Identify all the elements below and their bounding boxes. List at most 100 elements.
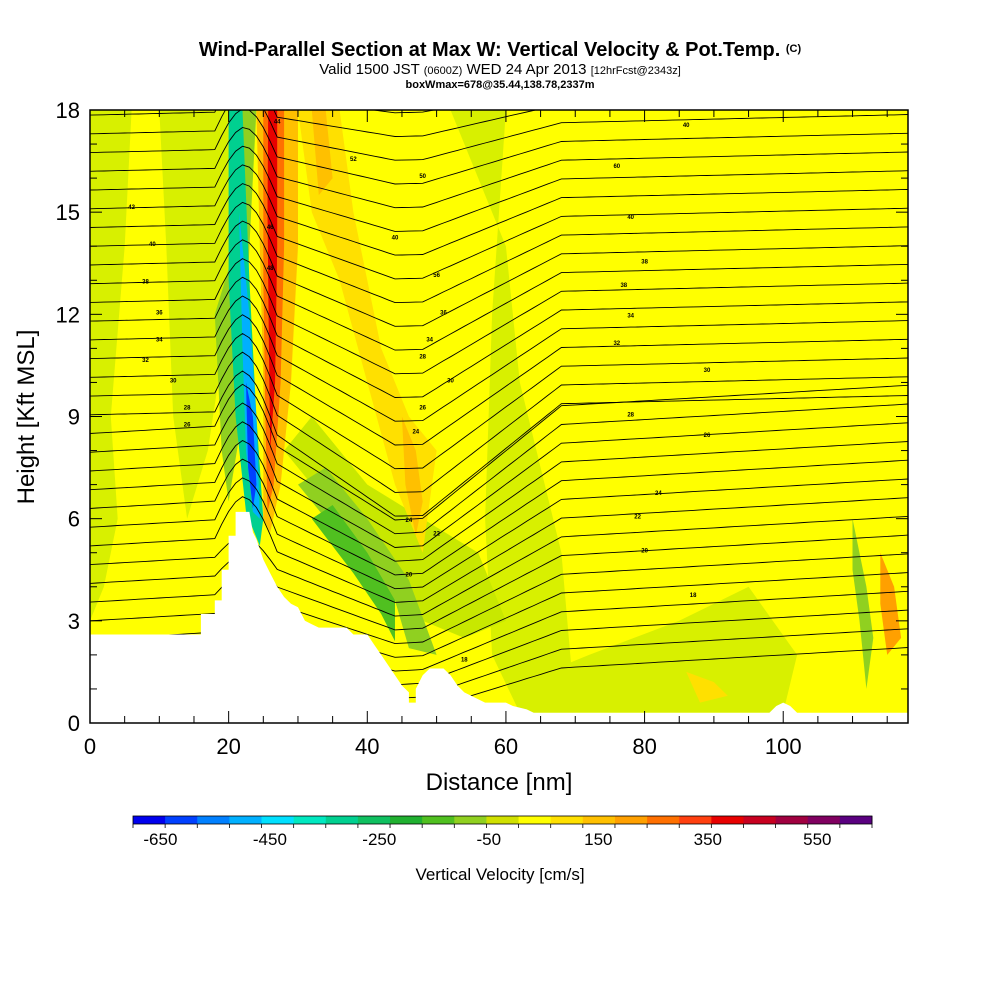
y-axis-label: Height [Kft MSL]: [13, 330, 40, 505]
theta-contour-line: [90, 295, 908, 422]
theta-contour-label: 24: [412, 430, 419, 436]
colorbar-label: Vertical Velocity [cm/s]: [415, 865, 584, 884]
colorbar-tick-label: 350: [694, 830, 722, 849]
theta-contour-label: 40: [392, 235, 399, 241]
subtitle-date: WED 24 Apr 2013: [466, 61, 586, 78]
theta-contour-label: 42: [128, 205, 135, 211]
field-east-up2: [686, 671, 728, 703]
theta-contour-label: 40: [149, 242, 156, 248]
theta-contour-line: [90, 534, 908, 631]
theta-contour-line: [90, 276, 908, 398]
theta-contour-line: [90, 239, 908, 351]
theta-contour-label: 46: [267, 225, 274, 231]
colorbar-tick-label: 150: [584, 830, 612, 849]
theta-contour-line: [90, 458, 908, 576]
colorbar-tick-label: -250: [362, 830, 396, 849]
chart-subtitle2: boxWmax=678@35.44,138.78,2337m: [406, 79, 595, 91]
theta-contour-label: 22: [634, 515, 641, 521]
field-lightgreen-far: [533, 586, 798, 713]
y-tick-label: 3: [68, 609, 80, 634]
velocity-field: [90, 110, 902, 713]
chart-title: Wind-Parallel Section at Max W: Vertical…: [199, 39, 802, 61]
field-east-down: [852, 518, 874, 689]
colorbar: [132, 815, 873, 828]
theta-contour-line: [90, 164, 908, 256]
colorbar-tick-label: -650: [143, 830, 177, 849]
colorbar-swatch: [486, 816, 520, 824]
colorbar-swatch: [390, 816, 423, 824]
colorbar-swatch: [133, 816, 166, 824]
theta-contour-label: 24: [406, 518, 413, 524]
theta-contour-line: [90, 402, 908, 535]
axis-ticks: [89, 109, 908, 724]
theta-contour-label: 60: [613, 164, 620, 170]
colorbar-tick-label: -50: [477, 830, 502, 849]
colorbar-swatch: [582, 816, 616, 824]
colorbar-swatch: [550, 816, 584, 824]
colorbar-swatch: [775, 816, 809, 824]
x-tick-labels: 0 20 40 60 80 100: [84, 734, 802, 759]
colorbar-swatch: [229, 816, 263, 824]
colorbar-tick-labels: -650 -450 -250 -50 150 350 550: [143, 830, 831, 849]
theta-contour-label: 48: [267, 266, 274, 272]
theta-contour-label: 20: [641, 549, 648, 555]
theta-contour-label: 26: [419, 406, 426, 412]
field-lightgreen-mid: [159, 110, 243, 519]
theta-contour-label: 30: [704, 368, 711, 374]
y-tick-label: 0: [68, 711, 80, 736]
theta-contour-label: 32: [613, 341, 620, 347]
theta-contour-label: 36: [440, 310, 447, 316]
theta-contour-label: 50: [419, 174, 426, 180]
theta-contour-line: [90, 110, 538, 137]
theta-contour-labels: 44 40 50 52 60 42 40 46 40 40 38 38 48 56 38 36 36 34 34 34…: [128, 120, 711, 664]
colorbar-swatch: [293, 816, 327, 824]
colorbar-swatch: [165, 816, 198, 824]
chart-title-main: Wind-Parallel Section at Max W: Vertical…: [199, 39, 780, 61]
x-tick-label: 0: [84, 734, 96, 759]
y-tick-label: 15: [56, 200, 80, 225]
colorbar-swatch: [454, 816, 487, 824]
theta-contour-line: [90, 110, 908, 185]
theta-contour-label: 20: [406, 573, 413, 579]
theta-contour-label: 18: [461, 658, 468, 664]
theta-contour-label: 44: [274, 120, 281, 126]
subtitle-valid: Valid 1500 JST: [319, 61, 419, 78]
field-downdraft-mid: [239, 212, 260, 519]
colorbar-swatch: [197, 816, 230, 824]
theta-contour-line: [90, 201, 908, 304]
y-tick-label: 12: [56, 302, 80, 327]
theta-contour-label: 18: [690, 593, 697, 599]
theta-contour-line: [90, 439, 908, 562]
theta-contour-line: [90, 220, 908, 327]
field-lightgreen-west: [90, 110, 132, 621]
theta-contour-label: 24: [655, 491, 662, 497]
colorbar-swatch: [422, 816, 455, 824]
theta-contour-line: [90, 351, 908, 493]
theta-contour-line: [90, 183, 908, 280]
chart-subtitle: Valid 1500 JST (0600Z) WED 24 Apr 2013 […: [319, 61, 681, 78]
theta-contour-label: 56: [433, 273, 440, 279]
y-tick-labels: 0 3 6 9 12 15 18: [56, 98, 80, 736]
field-lightgreen-east: [450, 110, 576, 713]
theta-contour-line: [90, 421, 908, 548]
colorbar-frame: [132, 815, 873, 825]
theta-contour-line: [90, 370, 908, 517]
theta-contour-line: [90, 496, 908, 603]
field-lee-updraft: [401, 416, 423, 536]
field-lightgreen-lee: [284, 416, 506, 638]
theta-contour-label: 40: [627, 215, 634, 221]
x-tick-label: 60: [494, 734, 518, 759]
theta-contour-line: [90, 515, 908, 617]
x-tick-label: 100: [765, 734, 802, 759]
theta-contour-line: [90, 145, 908, 232]
theta-contour-label: 28: [627, 413, 634, 419]
field-secondary-updraft-core: [311, 110, 333, 196]
theta-contour-label: 32: [142, 358, 149, 364]
theta-contour-label: 52: [350, 157, 357, 163]
theta-contour-line: [90, 332, 908, 470]
field-downdraft-core: [246, 382, 257, 509]
colorbar-swatch: [807, 816, 841, 824]
colorbar-swatch: [614, 816, 648, 824]
colorbar-swatch: [325, 816, 359, 824]
